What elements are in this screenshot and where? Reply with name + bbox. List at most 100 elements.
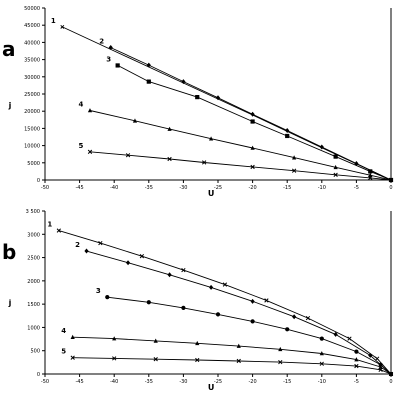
panel-b-series-5-label: 5 [61, 348, 66, 356]
panel-b-series-3-point [105, 295, 110, 300]
panel-a-series-3-point [333, 154, 338, 159]
panel-b-series-3-point [354, 349, 359, 354]
panel-b-series-5-point [195, 357, 200, 363]
panel-b-series-2-point [84, 248, 89, 254]
panel-a-x-tick-label: 0 [389, 185, 392, 191]
panel-b-y-tick-label: 1000 [27, 325, 40, 331]
panel-a-x-tick-label: -50 [41, 185, 49, 191]
panel-a-x-tick-label: -20 [249, 185, 257, 191]
panel-b-series-4-point [278, 346, 283, 352]
panel-a-series-3-point [285, 133, 290, 139]
panel-a-series-5-point [202, 160, 207, 165]
panel-b-y-tick-label: 1500 [27, 302, 40, 308]
panel-a-x-tick-label: -10 [318, 185, 326, 191]
panel-b-series-2-point [208, 284, 214, 290]
panel-a-series-1-point [60, 24, 65, 29]
panel-b-series-5-point [112, 356, 117, 361]
panel-b-series-4-point [70, 334, 75, 340]
panel-b-y-tick-label: 2000 [27, 279, 40, 285]
panel-a-x-tick-label: -40 [110, 185, 118, 191]
panel-b-series-3-line [107, 296, 392, 375]
panel-a-series-5-point [125, 153, 131, 158]
panel-a-series-3-label: 3 [106, 55, 111, 63]
panel-a-y-tick-label: 30000 [24, 75, 40, 81]
panel-b-series-5-point [153, 357, 158, 362]
panel-a-x-tick-label: -35 [145, 185, 153, 191]
panel-a-series-5-point [388, 177, 394, 183]
panel-a-series-4-point [333, 164, 338, 170]
panel-b-letter: b [2, 240, 16, 264]
panel-b-series-4-point [319, 351, 324, 356]
panel-a-x-tick-label: -45 [76, 185, 84, 191]
panel-a-y-tick-label: 50000 [24, 6, 40, 12]
panel-b-series-5-point [236, 358, 241, 364]
panel-b-series-5-point [354, 363, 359, 369]
panel-b-series-2-point [333, 331, 338, 337]
panel-b-series-2-point [368, 352, 373, 358]
panel-b-series-5-point [278, 359, 283, 365]
panel-a-series-3-point [250, 119, 255, 124]
panel-b-x-tick-label: -30 [179, 379, 187, 385]
panel-b-series-5-point [378, 367, 383, 372]
panel-b-series-1-point [264, 298, 269, 303]
panel-a-series-4-point [250, 145, 255, 150]
panel-b-series-1-point [222, 282, 228, 287]
panel-a-y-tick-label: 15000 [24, 126, 40, 132]
panel-a-series-2-point [354, 160, 359, 166]
panel-b-series-3-point [285, 327, 290, 332]
panel-b-series-4-point [236, 343, 241, 348]
panel-b-series-3-point [215, 312, 221, 317]
panel-a-series-1-label: 1 [51, 17, 56, 25]
panel-a-y-tick-label: 35000 [24, 58, 40, 64]
panel-a-y-tick-label: 20000 [24, 109, 40, 115]
panel-a-series-2-point [250, 111, 255, 117]
panel-b-series-4-point [195, 340, 200, 346]
panel-a-series-5-line [89, 151, 392, 181]
panel-b-series-1-point [305, 315, 311, 321]
panel-b-series-1-label: 1 [47, 221, 52, 229]
panel-b-x-tick-label: -20 [249, 379, 257, 385]
panel-b-series-2-point [167, 272, 172, 278]
panel-b-series-2-point [250, 298, 255, 304]
panel-b-series-2-point [292, 314, 297, 320]
panel-a-y-axis-title: j [8, 101, 12, 110]
panel-a-series-2-point [285, 127, 290, 133]
panel-a-series-1-line [62, 26, 392, 181]
panel-a-y-tick-label: 40000 [24, 40, 40, 46]
panel-b-series-1-point [139, 254, 145, 259]
panel-b-x-tick-label: -25 [214, 379, 222, 385]
panel-a-series-5-label: 5 [79, 142, 84, 150]
panel-b-series-4-point [354, 357, 359, 362]
panel-a-series-5-point [87, 149, 93, 154]
panel-b-series-3-point [181, 305, 186, 310]
panel-b-series-5-point [388, 371, 394, 377]
panel-b-series-5-point [319, 361, 324, 366]
panel-b-series-3-point [146, 300, 151, 305]
panel-b-series-2-label: 2 [75, 241, 80, 249]
panel-a-letter: a [2, 37, 16, 61]
panel-b-series-2-point [125, 260, 131, 266]
panel-a-series-2-point [215, 95, 221, 101]
panel-a-series-2-point [181, 79, 186, 85]
panel-a-series-4-point [208, 136, 214, 141]
panel-b-y-tick-label: 3 500 [26, 209, 40, 215]
panel-a-series-3-point [115, 63, 120, 68]
panel-b-series-4-line [72, 336, 392, 375]
panel-a-series-2-point [319, 144, 324, 150]
panel-a-series-5-point [333, 172, 338, 177]
panel-a-x-tick-label: -5 [354, 185, 359, 191]
panel-b-x-tick-label: -50 [41, 379, 49, 385]
panel-b-x-tick-label: -15 [283, 379, 291, 385]
panel-b-y-axis-title: j [8, 299, 12, 308]
panel-a-series-2-line [110, 47, 392, 181]
panel-b-y-tick-label: 3000 [27, 232, 40, 238]
panel-a-y-tick-label: 10000 [24, 144, 40, 150]
panel-b-series-4-label: 4 [61, 327, 66, 335]
panel-a-series-3-point [368, 169, 373, 174]
panel-b-x-tick-label: -5 [354, 379, 359, 385]
panel-a-series-5-point [167, 156, 172, 162]
panel-a-series-2-label: 2 [99, 38, 104, 46]
panel-b-x-tick-label: 0 [389, 379, 392, 385]
panel-b-series-1-point [98, 240, 103, 246]
panel-b-series-5-line [72, 357, 392, 375]
